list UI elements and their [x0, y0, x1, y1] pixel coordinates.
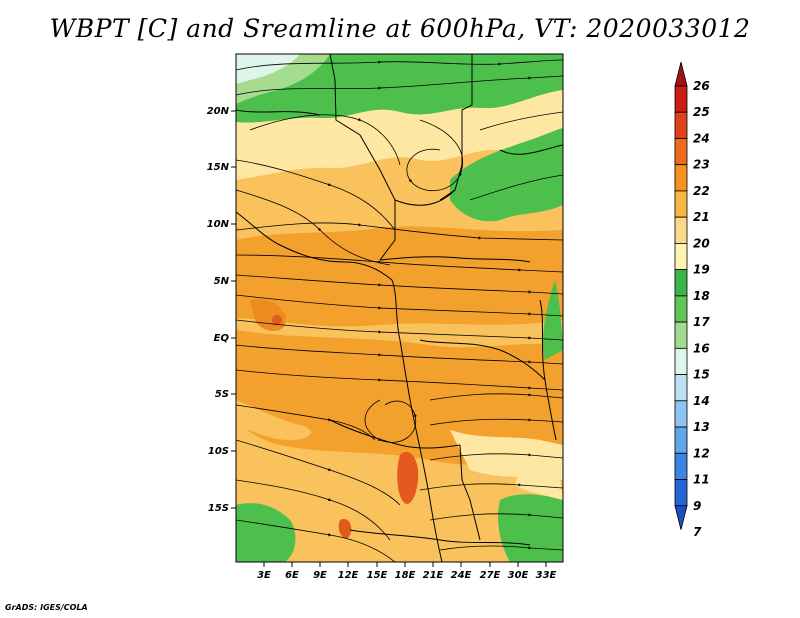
colorbar-label: 20 [693, 236, 710, 250]
colorbar-swatch [674, 295, 688, 323]
lon-label-30e: 30E [508, 570, 529, 581]
lon-label-9e: 9E [313, 570, 327, 581]
colorbar-label: 24 [693, 131, 710, 145]
latitude-axis: 20N 15N 10N 5N EQ 5S 10S 15S [207, 106, 236, 514]
colorbar-swatch [674, 269, 688, 297]
colorbar-label: 18 [693, 289, 710, 303]
lat-label-eq: EQ [214, 333, 230, 344]
colorbar-swatch [674, 452, 688, 480]
lon-label-21e: 21E [423, 570, 444, 581]
lat-label-20n: 20N [207, 106, 230, 117]
lat-label-15n: 15N [207, 162, 230, 173]
colorbar-label: 19 [693, 263, 710, 277]
lat-label-15s: 15S [208, 503, 229, 514]
lat-label-5n: 5N [214, 276, 230, 287]
colorbar-label: 15 [693, 368, 710, 382]
lon-label-33e: 33E [536, 570, 557, 581]
colorbar-label: 23 [693, 158, 710, 172]
colorbar-swatch [674, 347, 688, 375]
lon-label-6e: 6E [285, 570, 299, 581]
colorbar-label: 14 [693, 394, 710, 408]
colorbar-swatch [674, 216, 688, 244]
lat-label-10n: 10N [207, 219, 230, 230]
map-frame [235, 53, 564, 563]
footer-credit: GrADS: IGES/COLA [5, 603, 88, 612]
colorbar-swatch [674, 400, 688, 428]
colorbar-label: 7 [693, 525, 702, 539]
lon-label-18e: 18E [395, 570, 416, 581]
colorbar: 26 25 24 23 22 21 20 19 18 17 16 15 14 13 12 11 9 7 [674, 61, 710, 539]
colorbar-swatch [674, 321, 688, 349]
colorbar-label: 9 [693, 499, 701, 513]
map-field [236, 54, 563, 562]
longitude-axis: 3E 6E 9E 12E 15E 18E 21E 24E 27E 30E 33E [257, 562, 557, 581]
colorbar-swatch [674, 190, 688, 218]
lon-label-3e: 3E [257, 570, 271, 581]
colorbar-swatch [674, 243, 688, 271]
colorbar-label: 22 [693, 184, 710, 198]
colorbar-swatch [674, 426, 688, 454]
colorbar-top-arrow [674, 61, 688, 87]
colorbar-label: 13 [693, 420, 710, 434]
colorbar-label: 25 [693, 105, 710, 119]
colorbar-label: 12 [693, 446, 710, 460]
lon-label-24e: 24E [451, 570, 472, 581]
colorbar-label: 11 [693, 473, 710, 487]
streamlines [236, 59, 563, 562]
lon-label-27e: 27E [480, 570, 501, 581]
colorbar-label: 26 [693, 79, 710, 93]
colorbar-swatch [674, 138, 688, 166]
lon-label-15e: 15E [367, 570, 388, 581]
page-title: WBPT [C] and Sreamline at 600hPa, VT: 20… [49, 14, 751, 43]
colorbar-bottom-arrow [674, 505, 688, 530]
lon-label-12e: 12E [338, 570, 359, 581]
colorbar-swatch [674, 85, 688, 113]
colorbar-swatch [674, 111, 688, 139]
colorbar-label: 17 [693, 315, 710, 329]
colorbar-label: 21 [693, 210, 710, 224]
colorbar-swatch [674, 164, 688, 192]
colorbar-swatch [674, 374, 688, 402]
lat-label-5s: 5S [215, 389, 229, 400]
colorbar-swatch [674, 479, 688, 507]
lat-label-10s: 10S [208, 446, 229, 457]
colorbar-label: 16 [693, 341, 710, 355]
